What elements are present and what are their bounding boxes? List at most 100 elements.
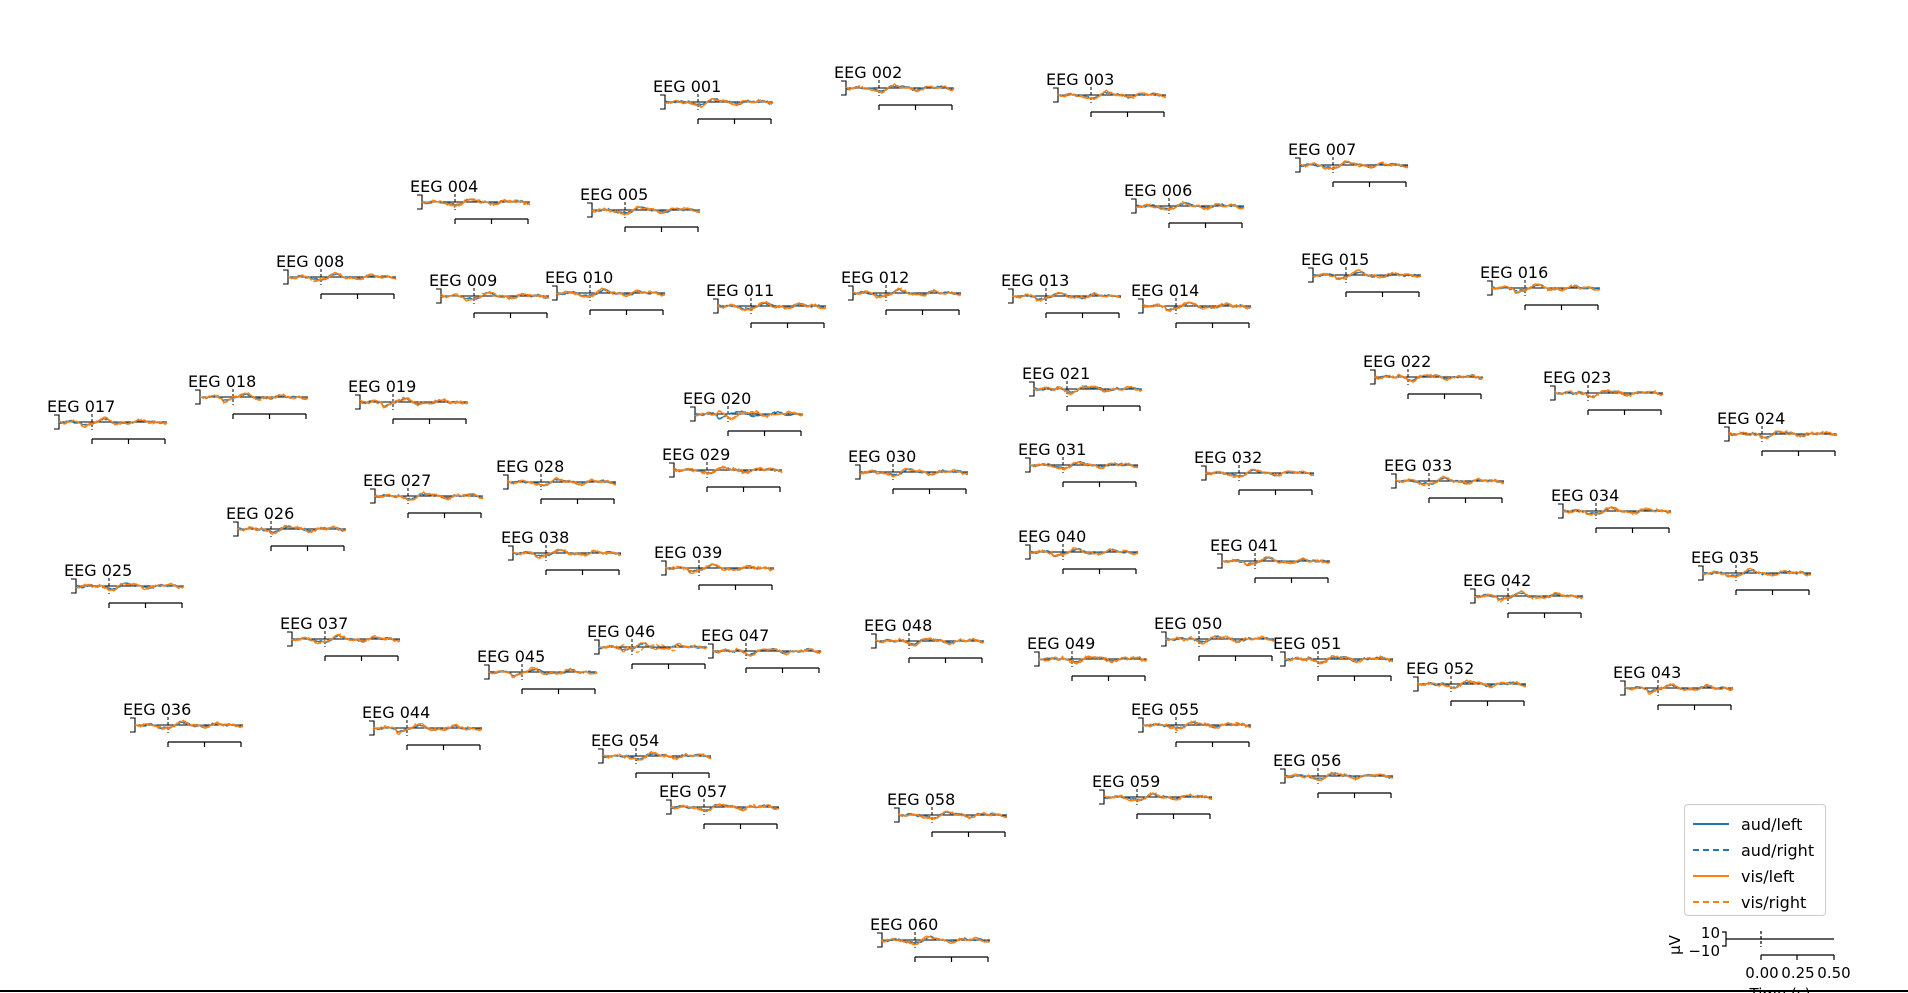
channel-plot[interactable]: EEG 018	[188, 372, 309, 419]
channel-plot[interactable]: EEG 034	[1551, 486, 1672, 533]
channel-plot[interactable]: EEG 022	[1363, 352, 1484, 399]
x-tick-label-2: 0.50	[1817, 964, 1850, 982]
channel-plot[interactable]: EEG 044	[362, 703, 483, 750]
trace-vis-right	[488, 666, 598, 678]
channel-plot[interactable]: EEG 042	[1463, 571, 1584, 618]
trace-vis-right	[507, 476, 617, 487]
channel-plot[interactable]: EEG 057	[659, 782, 780, 829]
amplitude-bracket	[877, 932, 883, 948]
channel-label: EEG 033	[1384, 456, 1452, 475]
channel-plot[interactable]: EEG 033	[1384, 456, 1505, 503]
channel-plot[interactable]: EEG 020	[683, 389, 804, 436]
channel-plot[interactable]: EEG 012	[841, 268, 962, 315]
channel-plot[interactable]: EEG 051	[1273, 634, 1394, 681]
channel-plot[interactable]: EEG 036	[123, 700, 244, 747]
channel-plot[interactable]: EEG 041	[1210, 536, 1331, 583]
channel-label: EEG 054	[591, 731, 659, 750]
channel-plot[interactable]: EEG 014	[1131, 281, 1252, 328]
channel-plot[interactable]: EEG 058	[887, 790, 1008, 837]
amplitude-bracket	[1280, 651, 1286, 667]
channel-plot[interactable]: EEG 006	[1124, 181, 1245, 228]
channel-plot[interactable]: EEG 060	[870, 915, 991, 962]
legend-label: aud/left	[1741, 814, 1803, 834]
channel-plot[interactable]: EEG 015	[1301, 250, 1422, 297]
channel-plot[interactable]: EEG 025	[64, 561, 185, 608]
channel-plot[interactable]: EEG 035	[1691, 548, 1812, 595]
channel-plot[interactable]: EEG 016	[1480, 263, 1601, 310]
channel-plot[interactable]: EEG 049	[1027, 634, 1148, 681]
channel-plot[interactable]: EEG 050	[1154, 614, 1275, 661]
channel-plot[interactable]: EEG 030	[848, 447, 969, 494]
channel-plot[interactable]: EEG 010	[545, 268, 666, 315]
channel-plot[interactable]: EEG 031	[1018, 440, 1139, 487]
trace-vis-right	[717, 300, 827, 312]
amplitude-bracket	[1053, 87, 1059, 103]
channel-plot[interactable]: EEG 008	[276, 252, 397, 299]
legend-label: vis/right	[1741, 892, 1807, 912]
amplitude-bracket	[1470, 588, 1476, 604]
channel-plot[interactable]: EEG 011	[706, 281, 827, 328]
channel-plot[interactable]: EEG 004	[410, 177, 531, 224]
channel-plot[interactable]: EEG 013	[1001, 271, 1122, 318]
channel-plot[interactable]: EEG 040	[1018, 527, 1139, 574]
amplitude-bracket	[1550, 385, 1556, 401]
channel-plot[interactable]: EEG 045	[477, 647, 598, 694]
channel-plot[interactable]: EEG 003	[1046, 70, 1167, 117]
channel-plot[interactable]: EEG 056	[1273, 751, 1394, 798]
channel-plot[interactable]: EEG 037	[280, 614, 401, 661]
amplitude-bracket	[484, 664, 490, 680]
channel-label: EEG 011	[706, 281, 774, 300]
trace-vis-right	[1012, 291, 1122, 303]
channel-plot[interactable]: EEG 001	[653, 77, 774, 124]
channel-label: EEG 030	[848, 447, 916, 466]
trace-vis-right	[1299, 160, 1409, 171]
amplitude-bracket	[130, 717, 136, 733]
trace-vis-right	[1702, 567, 1812, 578]
channel-plot[interactable]: EEG 005	[580, 185, 701, 232]
channel-plot[interactable]: EEG 021	[1022, 364, 1143, 411]
channel-plot[interactable]: EEG 043	[1613, 663, 1734, 710]
amplitude-bracket	[54, 414, 60, 430]
channel-label: EEG 012	[841, 268, 909, 287]
amplitude-bracket	[871, 633, 877, 649]
channel-plot[interactable]: EEG 028	[496, 457, 617, 504]
amplitude-bracket	[894, 807, 900, 823]
channel-plot[interactable]: EEG 023	[1543, 368, 1664, 415]
channel-plot[interactable]: EEG 046	[587, 622, 708, 669]
trace-vis-right	[512, 549, 622, 559]
channel-plot[interactable]: EEG 019	[348, 377, 469, 424]
figure-bottom-edge	[0, 990, 1908, 992]
channel-plot[interactable]: EEG 024	[1717, 409, 1838, 456]
channel-plot[interactable]: EEG 027	[363, 471, 484, 518]
channel-plot[interactable]: EEG 029	[662, 445, 783, 492]
trace-vis-right	[58, 416, 168, 428]
channel-label: EEG 058	[887, 790, 955, 809]
channel-plot[interactable]: EEG 009	[429, 271, 550, 318]
channel-plot[interactable]: EEG 054	[591, 731, 712, 778]
channel-label: EEG 028	[496, 457, 564, 476]
trace-vis-right	[859, 467, 968, 478]
channel-plot[interactable]: EEG 038	[501, 528, 622, 575]
channel-label: EEG 019	[348, 377, 416, 396]
channel-plot[interactable]: EEG 002	[834, 63, 955, 110]
channel-plot[interactable]: EEG 052	[1406, 659, 1527, 706]
channel-plot[interactable]: EEG 047	[701, 626, 822, 673]
channel-plot[interactable]: EEG 048	[864, 616, 985, 663]
channel-label: EEG 050	[1154, 614, 1222, 633]
channel-plot[interactable]: EEG 026	[226, 504, 347, 551]
trace-vis-left	[1038, 655, 1148, 664]
trace-vis-right	[421, 197, 531, 209]
channel-plot[interactable]: EEG 059	[1092, 772, 1213, 819]
channel-plot[interactable]: EEG 039	[654, 543, 775, 590]
trace-vis-right	[134, 719, 244, 730]
channel-label: EEG 025	[64, 561, 132, 580]
channel-plot[interactable]: EEG 055	[1131, 700, 1252, 747]
channel-plot[interactable]: EEG 032	[1194, 448, 1315, 495]
channel-plot[interactable]: EEG 017	[47, 397, 168, 444]
channel-plot[interactable]: EEG 007	[1288, 140, 1409, 187]
scale-axes: µV 10 −10 0.00 0.25 0.50 Time (s)	[1666, 924, 1851, 993]
legend-swatch	[1693, 875, 1729, 877]
amplitude-bracket	[855, 464, 861, 480]
channel-label: EEG 045	[477, 647, 545, 666]
trace-vis-right	[1284, 655, 1394, 665]
